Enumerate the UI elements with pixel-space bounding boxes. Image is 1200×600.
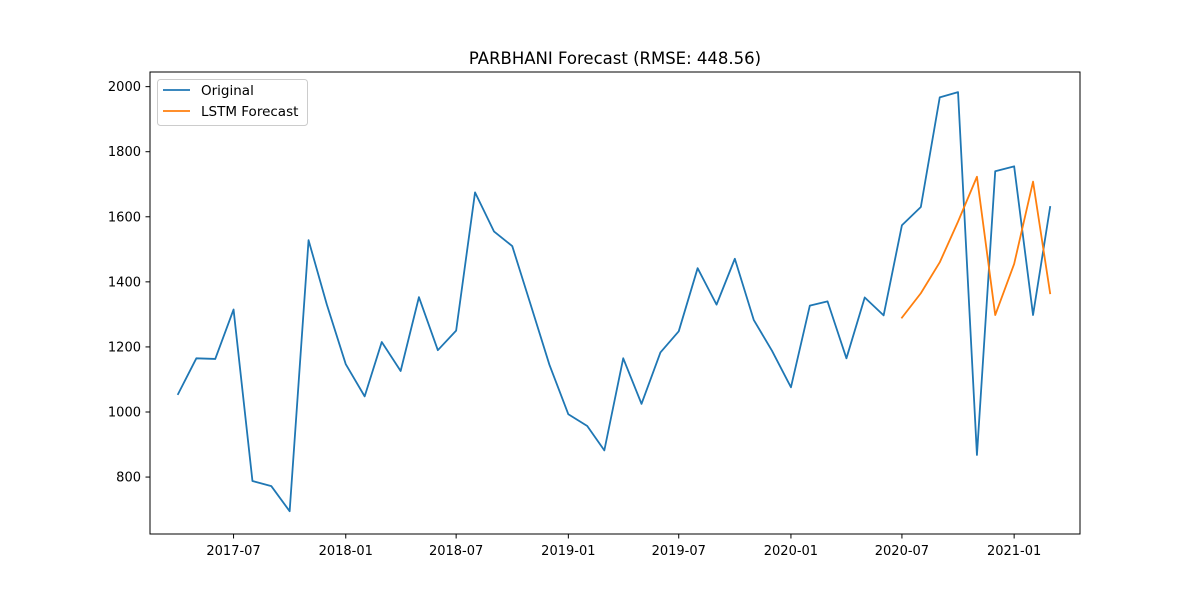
series-line-0 (176, 91, 1052, 513)
x-tick-label-5: 2020-01 (764, 544, 818, 559)
x-tick-label-1: 2018-01 (319, 544, 373, 559)
plot-frame (149, 71, 1081, 535)
chart-title: PARBHANI Forecast (RMSE: 448.56) (469, 49, 761, 68)
x-tick-label-4: 2019-07 (652, 544, 706, 559)
x-tick-label-2: 2018-07 (429, 544, 483, 559)
x-axis: 2017-07 2018-01 2018-07 2019-01 2019-07 2020-… (206, 534, 1041, 559)
y-tick-label-5: 1800 (108, 145, 141, 160)
x-tick-label-7: 2021-01 (987, 544, 1041, 559)
y-tick-label-4: 1600 (108, 210, 141, 225)
x-tick-label-3: 2019-01 (541, 544, 595, 559)
legend-label-1: LSTM Forecast (201, 104, 298, 120)
series-layer (176, 91, 1052, 513)
legend: Original LSTM Forecast (157, 79, 308, 126)
series-line-1 (900, 175, 1052, 319)
y-tick-label-3: 1400 (108, 275, 141, 290)
y-tick-label-2: 1200 (108, 340, 141, 355)
x-tick-label-0: 2017-07 (206, 544, 260, 559)
legend-label-0: Original (201, 83, 254, 99)
y-tick-label-1: 1000 (108, 405, 141, 420)
y-tick-label-0: 800 (116, 471, 141, 486)
y-tick-label-6: 2000 (108, 80, 141, 95)
legend-box (157, 79, 308, 126)
x-tick-label-6: 2020-07 (875, 544, 929, 559)
y-axis: 800 1000 1200 1400 1600 1800 2000 (108, 80, 150, 486)
